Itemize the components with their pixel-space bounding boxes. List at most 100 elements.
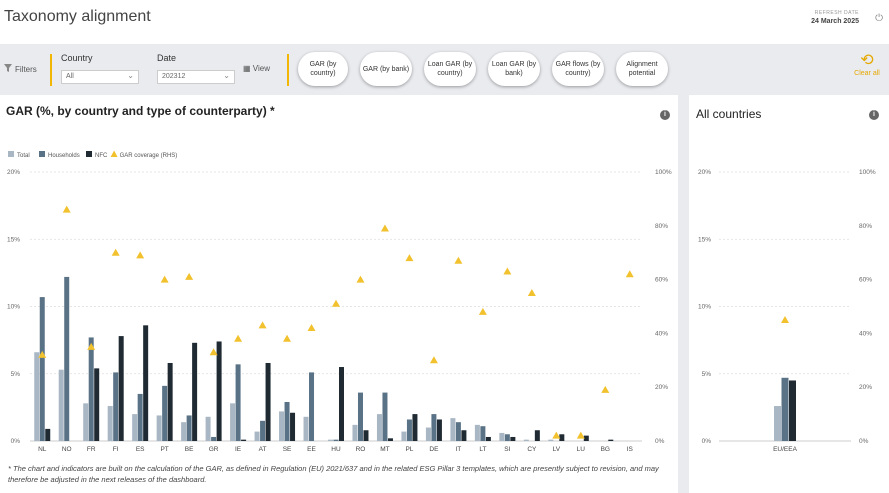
legend-label: GAR coverage (RHS) [120, 153, 178, 159]
bar-nfc [559, 434, 565, 441]
bar-households [64, 276, 70, 441]
coverage-marker [576, 431, 585, 439]
y2-tick-label: 40% [655, 330, 668, 337]
y2-tick-label: 100% [655, 169, 672, 176]
bar-total [474, 424, 480, 441]
tab-gar-by-country[interactable]: GAR (by country) [298, 52, 348, 86]
legend-swatch [8, 151, 14, 157]
country-value: All [66, 73, 74, 80]
power-icon[interactable]: ⏻ [875, 13, 883, 24]
bar-total [205, 416, 211, 441]
y-tick-label: 10% [698, 304, 711, 311]
bar-households [88, 337, 94, 441]
x-tick-label: GR [209, 446, 219, 453]
bar-households [162, 385, 168, 441]
tab-gar-flows-by-country[interactable]: GAR flows (by country) [552, 52, 604, 86]
panel-title: All countries [696, 107, 762, 121]
bar-total [376, 414, 382, 441]
bar-total [774, 406, 781, 441]
bar-total [156, 415, 162, 441]
coverage-marker [478, 307, 487, 315]
side-chart: 0% 5% 10% 15% 20% 0% 20% 40% 60% 80% 100% EU/EEA [698, 169, 876, 453]
clear-all-button[interactable]: ⟲ Clear all [851, 52, 883, 77]
x-tick-label: AT [259, 446, 267, 453]
bar-households [504, 434, 510, 441]
refresh-label: REFRESH DATE [814, 10, 859, 16]
y2-tick-label: 0% [859, 438, 869, 445]
bar-nfc [510, 436, 516, 441]
bar-households [284, 401, 290, 441]
x-tick-label: CY [527, 446, 537, 453]
y-tick-label: 5% [11, 371, 21, 378]
filters-button[interactable]: Filters [4, 64, 37, 74]
legend-label: Total [17, 153, 30, 159]
bar-nfc [534, 430, 540, 441]
coverage-marker [781, 315, 789, 323]
y-tick-label: 15% [7, 236, 20, 243]
bar-total [499, 432, 505, 441]
y2-tick-label: 80% [655, 223, 668, 230]
x-tick-label: ES [136, 446, 145, 453]
x-tick-label: RO [356, 446, 366, 453]
bar-nfc [94, 368, 100, 441]
date-select[interactable]: 202312 ⌄ [157, 70, 235, 84]
y-tick-label: 5% [702, 371, 712, 378]
bar-households [211, 436, 217, 441]
bar-nfc [387, 438, 393, 441]
separator [287, 54, 289, 86]
bar-nfc [461, 430, 467, 441]
bar-households [186, 415, 192, 441]
bar-total [523, 439, 529, 441]
y-tick-label: 20% [698, 169, 711, 176]
coverage-marker [307, 324, 316, 332]
bar-total [450, 418, 456, 441]
info-icon[interactable]: i [660, 110, 670, 120]
coverage-marker [454, 256, 463, 264]
legend-swatch [110, 150, 118, 157]
legend-label: NFC [95, 153, 108, 159]
legend-swatch [39, 151, 45, 157]
coverage-marker [380, 224, 389, 232]
bar-total [279, 411, 285, 441]
coverage-marker [209, 348, 218, 356]
date-value: 202312 [162, 73, 186, 80]
tab-alignment-potential[interactable]: Alignment potential [616, 52, 668, 86]
bar-households [113, 372, 119, 441]
country-select[interactable]: All ⌄ [61, 70, 139, 84]
x-tick-label: FR [87, 446, 96, 453]
bar-nfc [216, 341, 222, 441]
bar-nfc [290, 412, 296, 441]
x-tick-label: PT [160, 446, 168, 453]
chevron-down-icon: ⌄ [127, 71, 134, 80]
tab-loan-gar-by-country[interactable]: Loan GAR (by country) [424, 52, 476, 86]
x-tick-label: LU [577, 446, 586, 453]
filter-bar: Filters Country All ⌄ Date 202312 ⌄ ▦ Vi… [0, 44, 889, 94]
bar-total [132, 414, 138, 441]
bar-nfc [412, 414, 418, 441]
bar-nfc [583, 435, 589, 441]
panel-title: GAR (%, by country and type of counterpa… [6, 104, 275, 118]
bar-nfc [339, 367, 344, 441]
info-icon[interactable]: i [869, 110, 879, 120]
view-label: View [252, 64, 270, 73]
coverage-marker [111, 248, 120, 256]
bar-total [83, 403, 89, 441]
tab-loan-gar-by-bank[interactable]: Loan GAR (by bank) [488, 52, 540, 86]
bar-households [333, 439, 339, 441]
tab-gar-by-bank[interactable]: GAR (by bank) [360, 52, 412, 86]
coverage-marker [185, 272, 194, 280]
view-button[interactable]: ▦ View [243, 64, 270, 73]
bar-total [303, 416, 309, 441]
coverage-marker [625, 270, 634, 278]
bar-total [254, 431, 260, 441]
x-tick-label: FI [113, 446, 119, 453]
bar-households [357, 392, 363, 441]
bar-total [230, 403, 236, 441]
y2-tick-label: 100% [859, 169, 876, 176]
bar-total [34, 352, 40, 441]
coverage-marker [234, 334, 243, 342]
x-tick-label: DE [429, 446, 439, 453]
bar-nfc [241, 439, 247, 441]
x-tick-label: IT [456, 446, 462, 453]
legend-swatch [86, 151, 92, 157]
